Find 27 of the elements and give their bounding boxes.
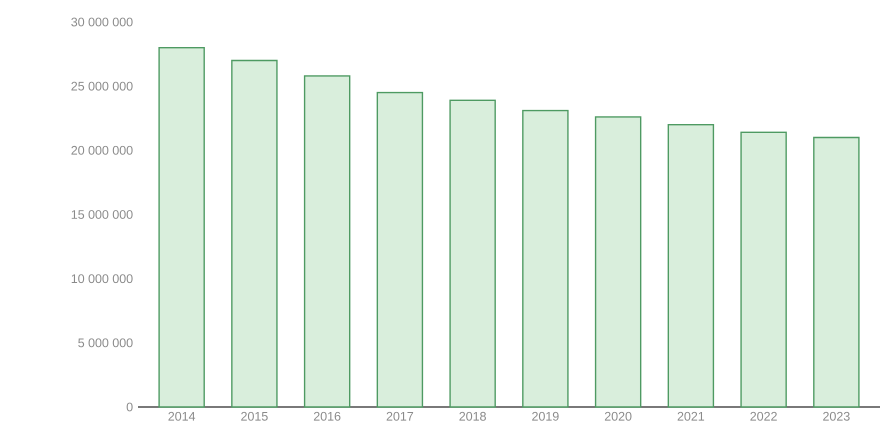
x-tick-label: 2021	[678, 412, 704, 421]
bar	[668, 124, 714, 408]
x-tick-label: 2018	[459, 412, 486, 421]
y-tick-label: 30 000 000	[71, 18, 133, 26]
bar	[449, 100, 496, 408]
bar	[522, 110, 569, 408]
y-tick-label: 20 000 000	[71, 146, 133, 155]
y-tick-label: 5 000 000	[78, 338, 133, 348]
x-tick-label: 2017	[386, 412, 414, 421]
bar	[813, 136, 860, 408]
x-tick-label: 2020	[604, 412, 632, 421]
bar	[376, 92, 424, 408]
y-tick-label: 25 000 000	[71, 82, 133, 91]
x-tick-label: 2016	[314, 412, 340, 421]
bar	[158, 46, 205, 408]
bar	[304, 75, 350, 408]
y-tick-label: 10 000 000	[72, 274, 133, 284]
x-tick-label: 2019	[532, 412, 559, 421]
y-tick-label: 15 000 000	[72, 210, 133, 219]
bar	[231, 60, 278, 408]
x-tick-label: 2022	[750, 412, 777, 421]
bar	[740, 132, 787, 408]
x-tick-label: 2015	[241, 412, 268, 421]
x-tick-label: 2014	[168, 412, 196, 421]
bar	[594, 116, 642, 408]
y-tick-label: 0	[126, 402, 133, 412]
x-tick-label: 2023	[823, 412, 850, 421]
